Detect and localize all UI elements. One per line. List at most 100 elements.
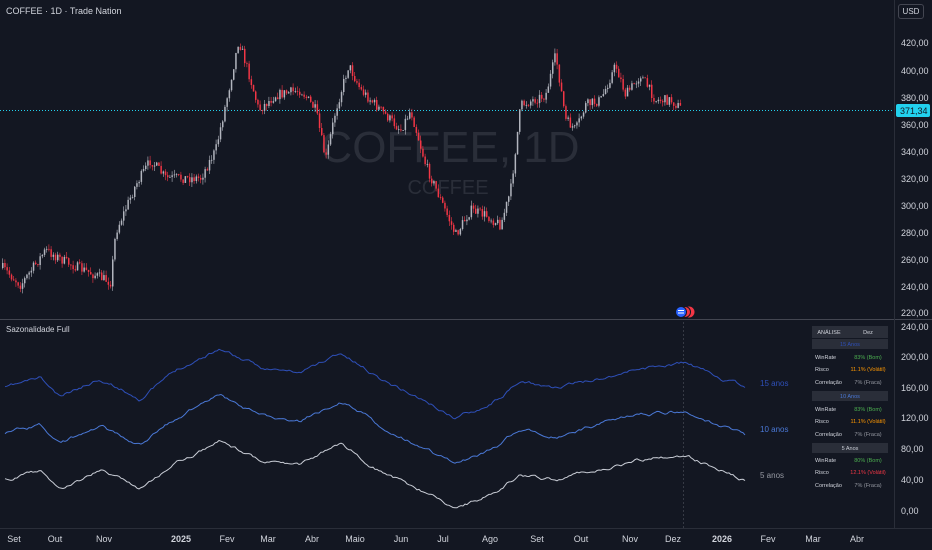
candle-body bbox=[521, 100, 523, 110]
candle-body bbox=[483, 211, 486, 217]
candle-body bbox=[369, 100, 371, 102]
candle-body bbox=[184, 176, 187, 183]
candle-body bbox=[59, 254, 61, 257]
indicator-title[interactable]: Sazonalidade Full bbox=[6, 325, 70, 334]
candle-body bbox=[103, 275, 105, 281]
candle-body bbox=[202, 177, 204, 180]
indicator-tick: 200,00 bbox=[901, 352, 929, 362]
candle-body bbox=[72, 265, 74, 270]
table-row-label: Correlação bbox=[815, 483, 842, 489]
candle-body bbox=[332, 122, 334, 135]
candle-body bbox=[477, 208, 479, 214]
candle-body bbox=[457, 230, 459, 235]
candle-body bbox=[323, 135, 325, 153]
candle-body bbox=[384, 111, 387, 114]
candle-body bbox=[466, 219, 468, 222]
candle-body bbox=[637, 81, 640, 84]
events-flag-icon[interactable] bbox=[675, 306, 695, 318]
candle-body bbox=[50, 249, 52, 257]
time-label: Dez bbox=[665, 534, 682, 544]
candle-body bbox=[448, 214, 451, 222]
candle-body bbox=[664, 95, 666, 103]
candle-body bbox=[160, 165, 162, 174]
candle-body bbox=[307, 96, 310, 98]
table-row-label: Risco bbox=[815, 470, 829, 476]
table-row-value: 7% (Fraca) bbox=[854, 380, 881, 386]
table-row-value: 83% (Bom) bbox=[854, 407, 882, 413]
candle-body bbox=[74, 269, 77, 271]
candle-body bbox=[195, 176, 198, 182]
time-label: Mar bbox=[260, 534, 276, 544]
candle-body bbox=[24, 278, 26, 284]
candle-body bbox=[609, 82, 611, 88]
candle-body bbox=[439, 197, 442, 199]
price-tick: 320,00 bbox=[901, 174, 929, 184]
candle-body bbox=[96, 273, 99, 276]
table-row-label: Risco bbox=[815, 419, 829, 425]
current-price-label: 371,34 bbox=[900, 106, 928, 116]
candle-body bbox=[90, 272, 92, 275]
candle-body bbox=[120, 220, 123, 225]
candle-body bbox=[175, 174, 178, 176]
candle-body bbox=[387, 113, 389, 121]
candle-body bbox=[112, 259, 114, 287]
candle-body bbox=[303, 94, 305, 97]
table-row-label: Correlação bbox=[815, 380, 842, 386]
candle-body bbox=[140, 170, 143, 182]
candle-body bbox=[52, 254, 55, 257]
candle-body bbox=[156, 162, 158, 166]
candle-body bbox=[206, 169, 209, 171]
time-label: Jun bbox=[394, 534, 409, 544]
candle-body bbox=[48, 248, 50, 250]
currency-button[interactable]: USD bbox=[898, 4, 924, 19]
candle-body bbox=[292, 87, 294, 92]
candle-body bbox=[131, 196, 134, 198]
candle-body bbox=[662, 100, 664, 103]
candle-body bbox=[391, 115, 393, 119]
candle-body bbox=[468, 217, 470, 220]
candle-body bbox=[305, 96, 308, 98]
candle-body bbox=[257, 99, 259, 105]
candle-body bbox=[519, 109, 521, 132]
candle-body bbox=[244, 48, 246, 64]
price-axis: 420,00 400,00 380,00 360,00 340,00 320,0… bbox=[901, 38, 929, 318]
candle-body bbox=[246, 63, 248, 64]
candle-body bbox=[490, 220, 492, 222]
current-price-badge: 371,34 bbox=[896, 104, 930, 117]
candle-body bbox=[237, 46, 239, 53]
candle-body bbox=[63, 256, 66, 264]
indicator-tick: 80,00 bbox=[901, 444, 924, 454]
candle-body bbox=[186, 176, 189, 178]
table-section-5y: 5 Anos bbox=[842, 446, 859, 452]
candle-body bbox=[349, 65, 352, 71]
table-row-label: WinRate bbox=[815, 458, 836, 464]
candle-body bbox=[81, 263, 83, 272]
indicator-tick: 120,00 bbox=[901, 413, 929, 423]
candle-body bbox=[409, 112, 411, 119]
candle-body bbox=[512, 173, 514, 184]
candle-body bbox=[213, 150, 215, 160]
table-row-value: 83% (Bom) bbox=[854, 355, 882, 361]
candle-body bbox=[85, 267, 88, 270]
time-axis[interactable]: Set Out Nov 2025 Fev Mar Abr Maio Jun Ju… bbox=[7, 534, 864, 544]
candle-body bbox=[164, 171, 167, 176]
price-tick: 220,00 bbox=[901, 308, 929, 318]
candle-body bbox=[475, 208, 477, 214]
candle-body bbox=[604, 88, 607, 95]
candle-body bbox=[270, 101, 272, 103]
candle-body bbox=[611, 72, 613, 83]
table-header-month: Dez bbox=[863, 330, 873, 336]
candle-body bbox=[395, 126, 398, 130]
candle-body bbox=[65, 256, 68, 259]
symbol-title[interactable]: COFFEE · 1D · Trade Nation bbox=[6, 6, 122, 16]
candlestick-series bbox=[2, 43, 682, 294]
candle-body bbox=[371, 100, 374, 103]
candle-body bbox=[587, 99, 589, 104]
candle-body bbox=[109, 284, 112, 287]
indicator-tick: 40,00 bbox=[901, 475, 924, 485]
candle-body bbox=[136, 183, 138, 187]
candle-body bbox=[125, 209, 127, 212]
candle-body bbox=[567, 117, 569, 119]
candle-body bbox=[400, 129, 402, 131]
